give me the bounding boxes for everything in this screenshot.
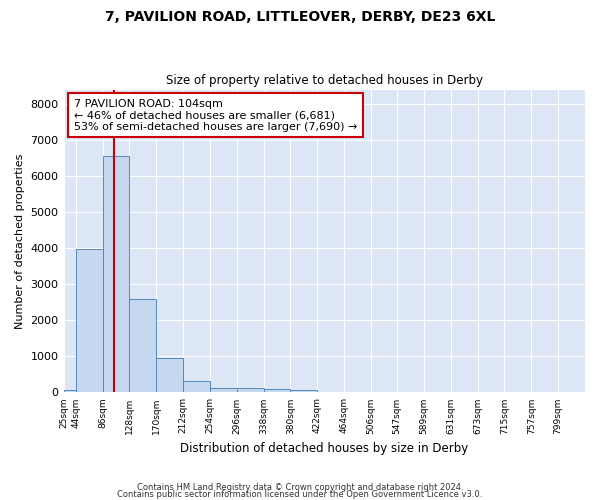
- Bar: [64, 390, 76, 392]
- Bar: [103, 156, 130, 392]
- Text: 7 PAVILION ROAD: 104sqm
← 46% of detached houses are smaller (6,681)
53% of semi: 7 PAVILION ROAD: 104sqm ← 46% of detache…: [74, 98, 358, 132]
- Bar: [210, 388, 237, 392]
- Bar: [290, 390, 317, 392]
- Bar: [130, 298, 156, 392]
- Text: Contains public sector information licensed under the Open Government Licence v3: Contains public sector information licen…: [118, 490, 482, 499]
- X-axis label: Distribution of detached houses by size in Derby: Distribution of detached houses by size …: [180, 442, 469, 455]
- Bar: [263, 389, 290, 392]
- Title: Size of property relative to detached houses in Derby: Size of property relative to detached ho…: [166, 74, 483, 87]
- Bar: [76, 249, 103, 392]
- Text: 7, PAVILION ROAD, LITTLEOVER, DERBY, DE23 6XL: 7, PAVILION ROAD, LITTLEOVER, DERBY, DE2…: [105, 10, 495, 24]
- Y-axis label: Number of detached properties: Number of detached properties: [15, 154, 25, 328]
- Bar: [183, 382, 210, 392]
- Bar: [237, 388, 263, 392]
- Bar: [156, 358, 183, 392]
- Text: Contains HM Land Registry data © Crown copyright and database right 2024.: Contains HM Land Registry data © Crown c…: [137, 484, 463, 492]
